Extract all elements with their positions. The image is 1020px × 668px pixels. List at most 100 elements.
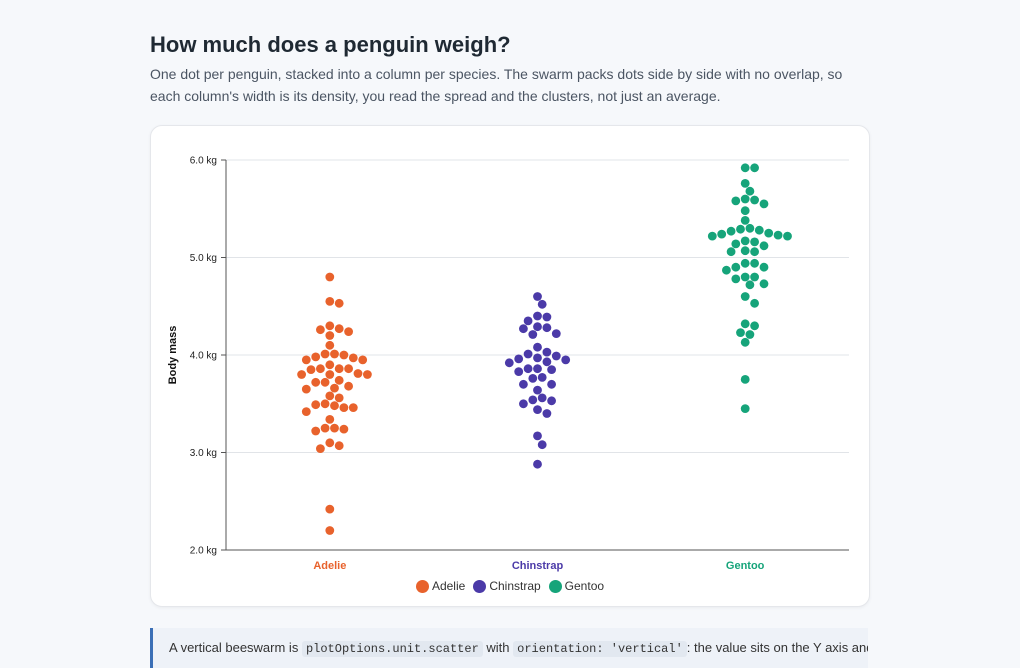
data-point-adelie[interactable] [334,441,344,451]
data-point-adelie[interactable] [325,370,335,379]
data-point-chinstrap[interactable] [523,349,533,359]
data-point-gentoo[interactable] [740,258,750,268]
data-point-adelie[interactable] [334,364,344,374]
data-point-adelie[interactable] [334,393,344,403]
data-point-gentoo[interactable] [736,328,745,337]
data-point-gentoo[interactable] [740,404,750,413]
data-point-gentoo[interactable] [731,274,741,284]
data-point-gentoo[interactable] [736,224,745,234]
data-point-gentoo[interactable] [745,223,755,233]
data-point-adelie[interactable] [325,391,335,401]
data-point-adelie[interactable] [325,526,335,535]
data-point-adelie[interactable] [320,349,330,359]
data-point-chinstrap[interactable] [519,379,528,389]
data-point-adelie[interactable] [316,444,325,453]
data-point-gentoo[interactable] [750,321,759,331]
data-point-gentoo[interactable] [745,330,755,339]
data-point-chinstrap[interactable] [542,357,552,367]
data-point-chinstrap[interactable] [561,355,571,365]
data-point-gentoo[interactable] [759,241,769,251]
data-point-gentoo[interactable] [759,279,769,289]
data-point-chinstrap[interactable] [547,365,556,374]
data-point-chinstrap[interactable] [504,358,514,368]
data-point-chinstrap[interactable] [551,329,561,338]
data-point-chinstrap[interactable] [519,324,528,334]
data-point-adelie[interactable] [339,350,349,360]
data-point-chinstrap[interactable] [528,395,538,405]
data-point-adelie[interactable] [311,377,321,387]
data-point-chinstrap[interactable] [542,347,552,357]
data-point-adelie[interactable] [320,399,330,409]
data-point-adelie[interactable] [334,375,344,385]
data-point-gentoo[interactable] [759,262,769,272]
data-point-adelie[interactable] [334,324,344,334]
data-point-gentoo[interactable] [745,186,755,196]
data-point-gentoo[interactable] [740,246,750,256]
data-point-adelie[interactable] [320,423,330,433]
data-point-chinstrap[interactable] [533,405,542,414]
data-point-adelie[interactable] [339,403,349,412]
data-point-adelie[interactable] [325,360,335,370]
data-point-adelie[interactable] [334,298,344,308]
data-point-adelie[interactable] [330,401,339,411]
data-point-chinstrap[interactable] [528,330,538,339]
data-point-chinstrap[interactable] [514,367,524,376]
data-point-gentoo[interactable] [740,206,750,216]
data-point-gentoo[interactable] [750,237,759,247]
data-point-adelie[interactable] [325,272,335,282]
data-point-chinstrap[interactable] [551,351,561,361]
data-point-adelie[interactable] [363,370,372,379]
data-point-chinstrap[interactable] [542,323,552,333]
data-point-adelie[interactable] [330,349,339,359]
data-point-gentoo[interactable] [707,231,717,241]
data-point-adelie[interactable] [306,365,316,374]
data-point-gentoo[interactable] [764,228,774,238]
data-point-gentoo[interactable] [740,216,750,225]
legend-item-adelie[interactable]: Adelie [415,579,465,593]
data-point-gentoo[interactable] [722,265,731,275]
data-point-chinstrap[interactable] [533,385,542,395]
beeswarm-chart[interactable]: 2.0 kg 3.0 kg 4.0 kg 5.0 kg 6.0 kg Body mass A… [151,126,869,606]
data-point-adelie[interactable] [311,400,321,410]
data-point-chinstrap[interactable] [533,364,542,374]
data-point-chinstrap[interactable] [528,374,538,383]
data-point-gentoo[interactable] [726,247,736,257]
data-point-adelie[interactable] [320,377,330,387]
data-point-adelie[interactable] [348,353,358,363]
data-point-chinstrap[interactable] [523,316,533,326]
data-point-gentoo[interactable] [740,179,750,188]
data-point-gentoo[interactable] [717,229,727,239]
data-point-chinstrap[interactable] [533,322,542,332]
data-point-adelie[interactable] [301,407,311,416]
data-point-gentoo[interactable] [740,292,750,301]
data-point-adelie[interactable] [358,355,368,365]
data-point-adelie[interactable] [344,327,353,336]
data-point-gentoo[interactable] [754,225,764,235]
data-point-gentoo[interactable] [740,194,750,204]
data-point-gentoo[interactable] [726,226,736,236]
data-point-gentoo[interactable] [740,337,750,347]
data-point-gentoo[interactable] [740,375,750,384]
data-point-chinstrap[interactable] [533,353,542,363]
data-point-adelie[interactable] [344,364,353,374]
data-point-adelie[interactable] [353,369,363,378]
data-point-gentoo[interactable] [750,298,759,308]
data-point-adelie[interactable] [325,297,335,306]
data-point-adelie[interactable] [316,364,325,374]
data-point-gentoo[interactable] [731,239,741,249]
data-point-gentoo[interactable] [750,163,759,173]
data-point-chinstrap[interactable] [533,292,542,301]
data-point-chinstrap[interactable] [533,311,542,321]
data-point-chinstrap[interactable] [533,342,542,352]
data-point-chinstrap[interactable] [519,399,528,409]
legend-item-chinstrap[interactable]: Chinstrap [473,579,541,593]
data-point-chinstrap[interactable] [542,312,552,322]
data-point-adelie[interactable] [301,384,311,394]
legend-item-gentoo[interactable]: Gentoo [548,579,604,593]
data-point-chinstrap[interactable] [537,440,547,450]
data-point-gentoo[interactable] [750,272,759,282]
data-point-adelie[interactable] [330,423,339,433]
data-point-gentoo[interactable] [750,258,759,268]
data-point-adelie[interactable] [301,355,311,365]
data-point-chinstrap[interactable] [523,364,533,374]
